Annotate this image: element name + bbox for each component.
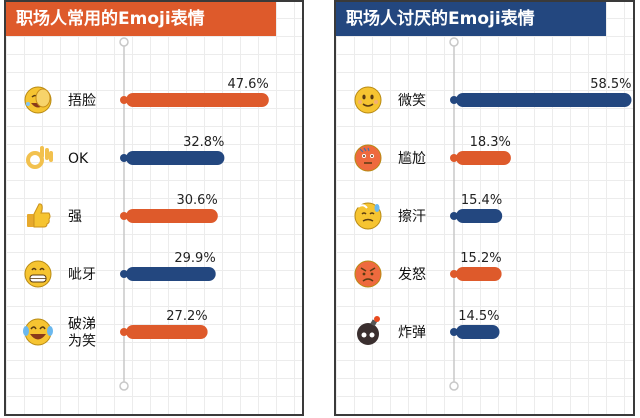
facepalm-icon [24, 86, 52, 114]
left-value-label: 30.6% [176, 193, 217, 208]
angry-icon [354, 260, 382, 288]
right-axis-marker [450, 270, 458, 278]
left-bar [126, 151, 225, 165]
left-chart-title: 职场人常用的Emoji表情 [6, 2, 276, 36]
left-category-label: 强 [68, 209, 82, 225]
right-row-5: 炸弹 14.5% [357, 309, 500, 345]
right-chart-panel: 职场人讨厌的Emoji表情 微笑 58.5% 尴尬 18.3% 擦汗 15.4% 发怒 15.… [334, 0, 635, 416]
right-category-label: 炸弹 [398, 325, 426, 341]
right-value-label: 18.3% [470, 135, 511, 150]
right-axis-bottom-dot [449, 381, 459, 391]
grin-icon [24, 260, 52, 288]
left-row-4: 呲牙 29.9% [24, 251, 216, 288]
right-value-label: 58.5% [590, 77, 631, 92]
left-category-label: OK [68, 151, 89, 167]
left-axis-marker [120, 212, 128, 220]
left-axis-marker [120, 270, 128, 278]
left-bar [126, 325, 208, 339]
right-category-label: 擦汗 [398, 208, 426, 225]
right-row-3: 擦汗 15.4% [354, 193, 503, 230]
right-bar [456, 93, 632, 107]
right-row-4: 发怒 15.2% [354, 251, 502, 288]
right-value-label: 14.5% [458, 309, 499, 324]
left-axis-top-dot [119, 37, 129, 47]
left-axis-marker [120, 328, 128, 336]
right-axis-marker [450, 328, 458, 336]
left-value-label: 29.9% [174, 251, 215, 266]
left-chart-panel: 职场人常用的Emoji表情 捂脸 47.6% OK 32.8% 强 30.6% 呲牙 29.9… [4, 0, 304, 416]
right-chart-title: 职场人讨厌的Emoji表情 [336, 2, 606, 36]
right-axis-marker [450, 96, 458, 104]
right-row-1: 微笑 58.5% [354, 77, 632, 114]
right-category-label: 发怒 [398, 267, 426, 283]
left-value-label: 47.6% [227, 77, 268, 92]
ok-hand-icon [26, 146, 53, 169]
right-axis-top-dot [449, 37, 459, 47]
left-category-label: 为笑 [68, 334, 96, 350]
left-bar [126, 209, 218, 223]
left-axis-marker [120, 96, 128, 104]
left-bar [126, 93, 269, 107]
thumbs-up-icon [27, 203, 51, 228]
sweat-icon [354, 202, 382, 230]
right-bar [456, 325, 500, 339]
right-category-label: 尴尬 [398, 151, 426, 167]
awkward-icon [354, 144, 382, 172]
tears-of-joy-icon [23, 318, 53, 346]
right-bar [456, 209, 503, 223]
left-row-2: OK 32.8% [26, 135, 225, 169]
right-axis-marker [450, 212, 458, 220]
right-bar [456, 151, 511, 165]
left-row-1: 捂脸 47.6% [24, 77, 269, 114]
left-axis-marker [120, 154, 128, 162]
left-bar [126, 267, 216, 281]
smile-icon [354, 86, 382, 114]
left-category-label: 破涕 [68, 317, 96, 333]
right-chart-svg: 微笑 58.5% 尴尬 18.3% 擦汗 15.4% 发怒 15.2% 炸弹 14.5% [354, 37, 632, 391]
left-value-label: 27.2% [166, 309, 207, 324]
left-axis-bottom-dot [119, 381, 129, 391]
right-axis-marker [450, 154, 458, 162]
right-value-label: 15.2% [460, 251, 501, 266]
right-category-label: 微笑 [398, 93, 426, 109]
right-row-2: 尴尬 18.3% [354, 135, 511, 172]
left-row-3: 强 30.6% [27, 193, 218, 228]
right-value-label: 15.4% [461, 193, 502, 208]
right-bar [456, 267, 502, 281]
left-value-label: 32.8% [183, 135, 224, 150]
left-category-label: 捂脸 [68, 93, 96, 109]
left-category-label: 呲牙 [68, 267, 96, 283]
bomb-icon [357, 316, 380, 345]
